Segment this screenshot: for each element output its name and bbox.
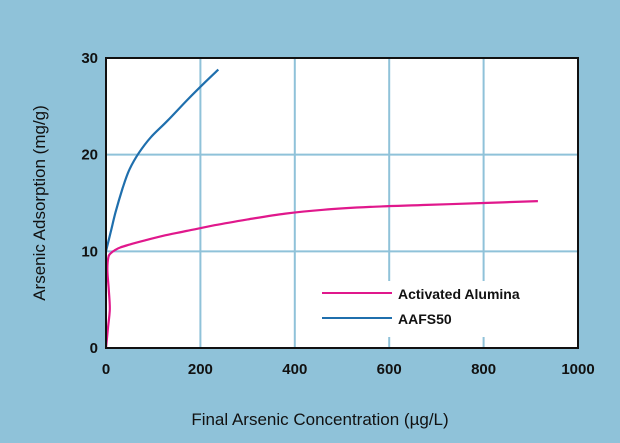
y-tick-label: 0 — [90, 340, 98, 357]
legend-box — [312, 281, 556, 337]
legend: Activated Alumina AAFS50 — [322, 286, 520, 327]
x-tick-label: 400 — [282, 361, 307, 378]
tick-labels: 0 200 400 600 800 1000 0 10 20 30 — [81, 50, 594, 378]
series-line-activated-alumina — [104, 200, 538, 349]
series-layer — [104, 68, 538, 349]
legend-label-activated-alumina: Activated Alumina — [398, 286, 520, 302]
x-axis-label: Final Arsenic Concentration (µg/L) — [191, 410, 448, 429]
y-tick-label: 10 — [81, 243, 98, 260]
series-line-aafs50 — [104, 68, 220, 252]
x-tick-label: 200 — [188, 361, 213, 378]
y-axis-label: Arsenic Adsorption (mg/g) — [30, 105, 49, 301]
x-tick-label: 1000 — [561, 361, 594, 378]
y-tick-label: 30 — [81, 50, 98, 67]
legend-label-aafs50: AAFS50 — [398, 311, 452, 327]
x-tick-label: 800 — [471, 361, 496, 378]
x-tick-label: 0 — [102, 361, 110, 378]
x-tick-label: 600 — [377, 361, 402, 378]
plot-border — [105, 57, 579, 349]
y-tick-label: 20 — [81, 147, 98, 164]
